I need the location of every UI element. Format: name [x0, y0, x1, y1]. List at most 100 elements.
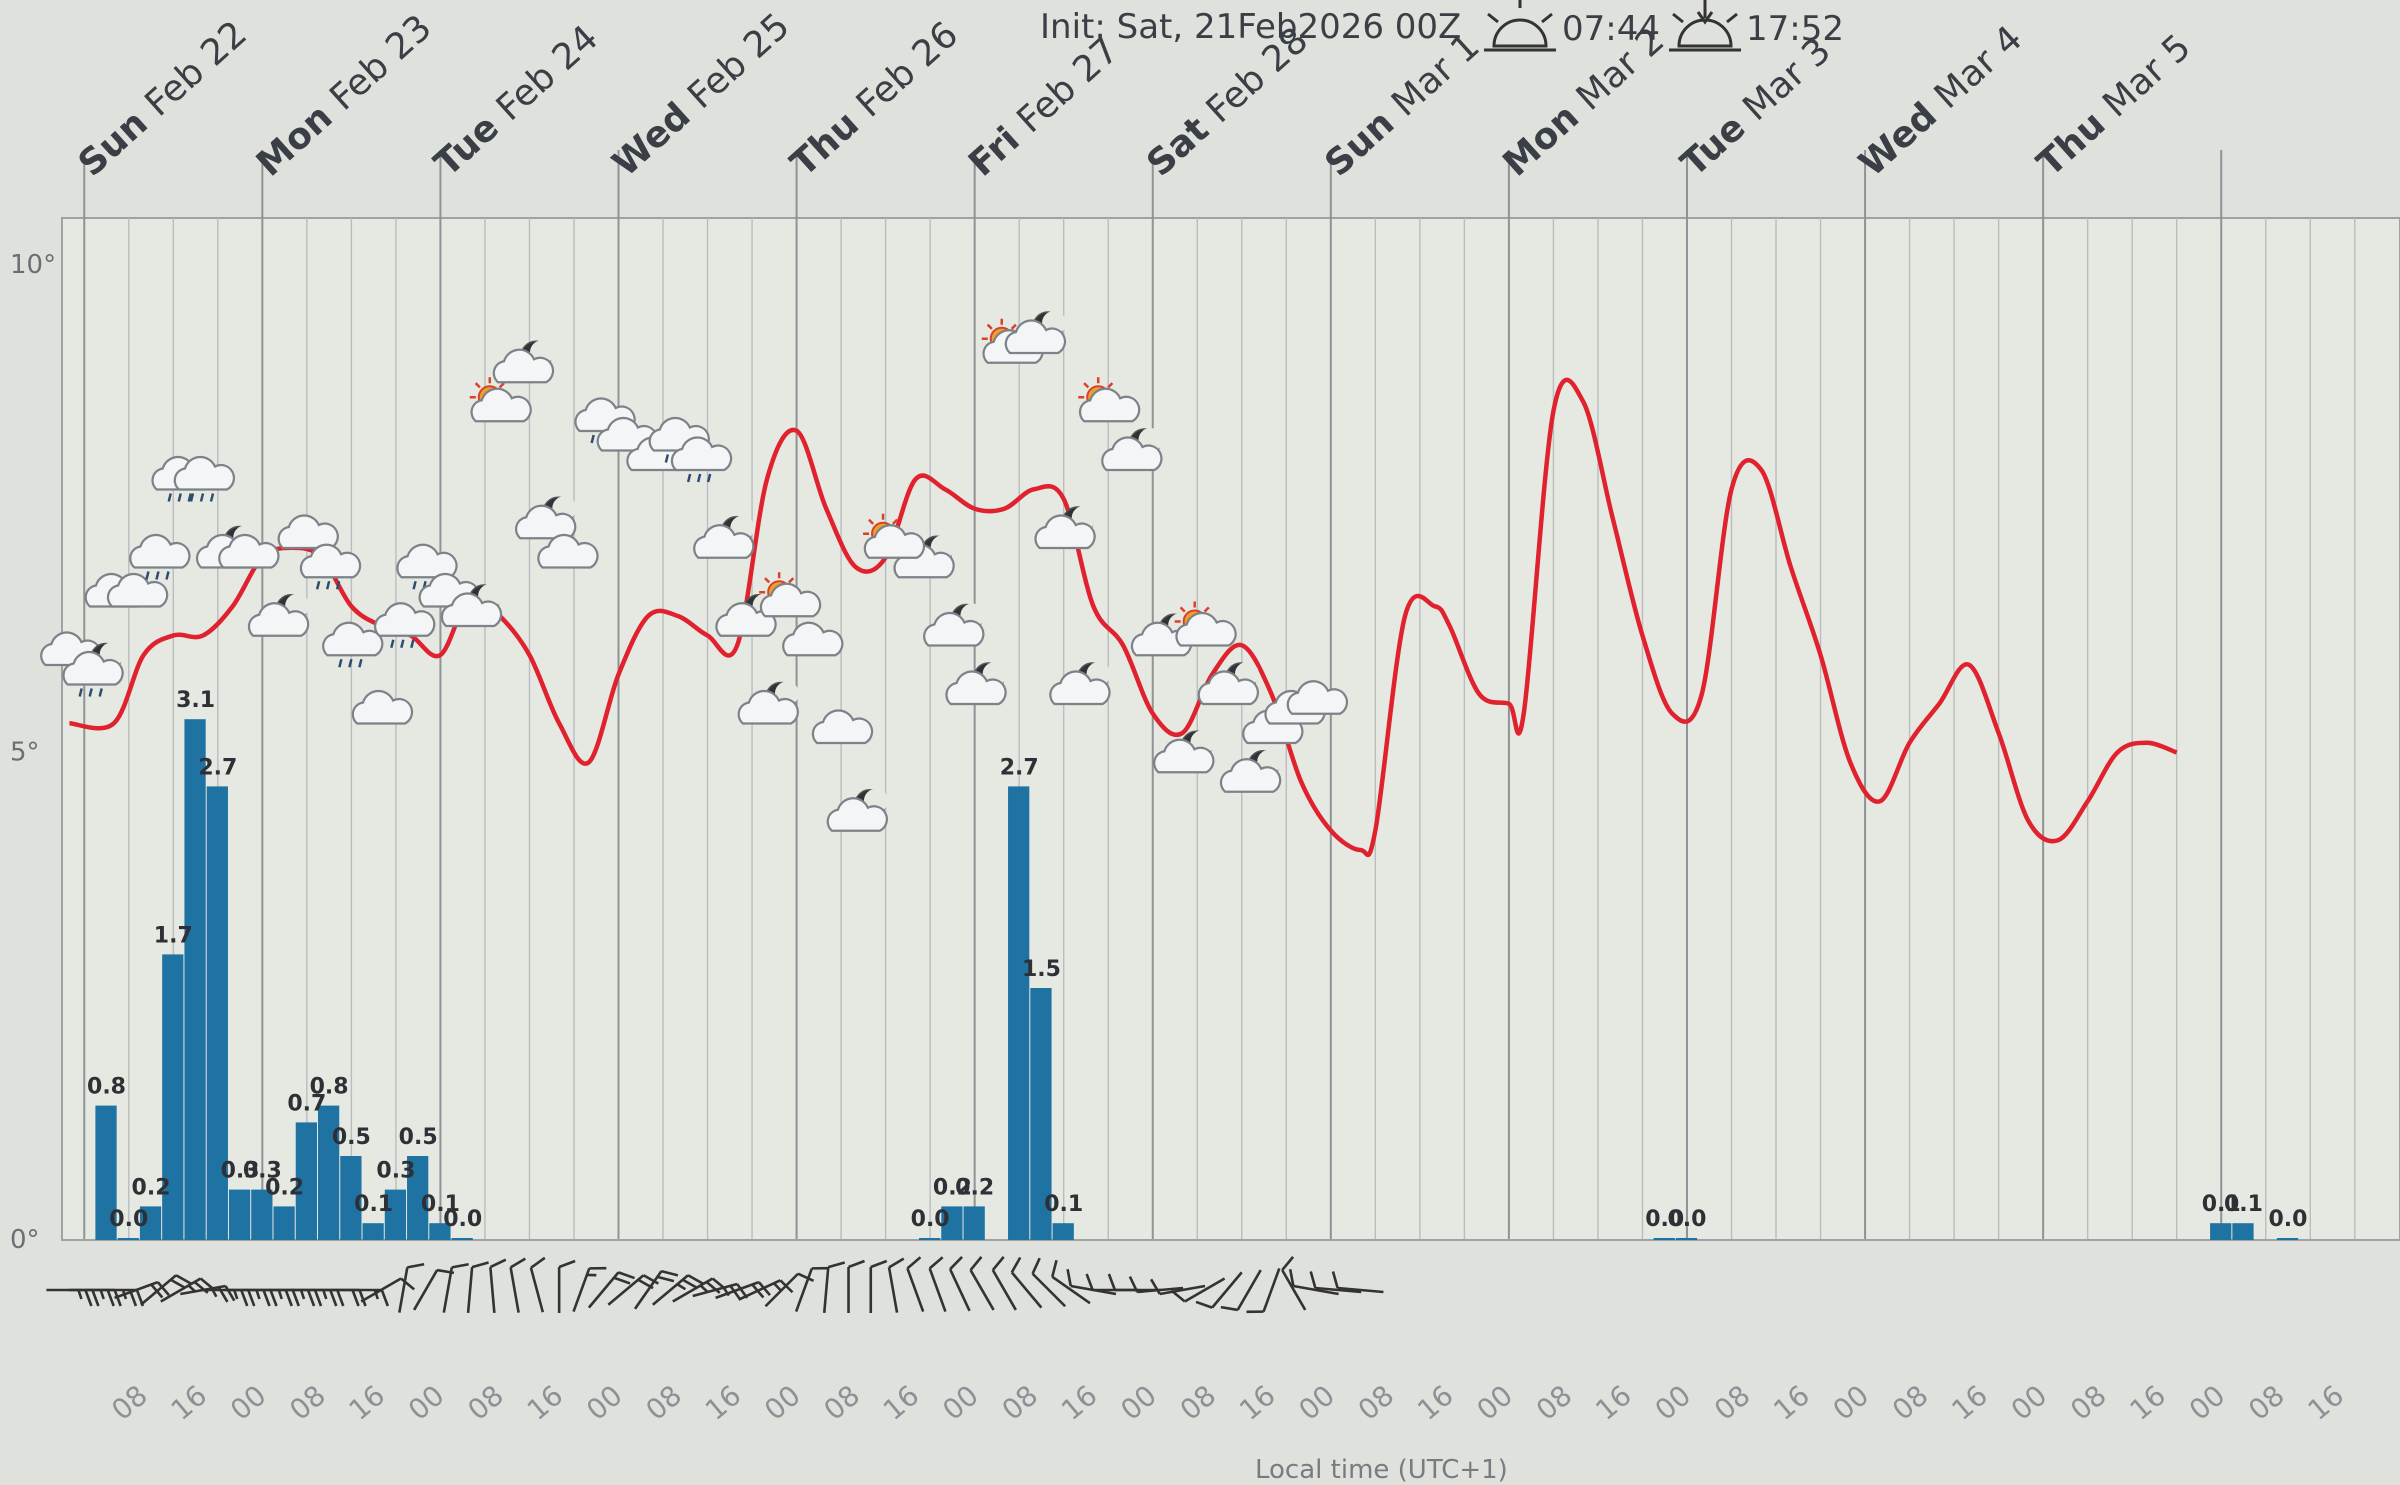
wind-shaft — [1236, 1269, 1262, 1311]
raindrop — [338, 658, 343, 668]
raindrop — [315, 580, 321, 590]
wind-feather — [247, 1289, 256, 1307]
wind-shaft — [466, 1266, 474, 1314]
cloud-icon — [811, 709, 874, 745]
precip-bar — [139, 1206, 162, 1240]
wind-barb — [764, 1272, 815, 1308]
wind-feather — [1170, 1289, 1186, 1303]
cloud-shape — [173, 455, 236, 491]
sun-cloud-icon — [1078, 377, 1141, 423]
cloud-rain-icon — [299, 543, 362, 590]
moon-cloud-icon — [1004, 311, 1067, 355]
wind-feather — [156, 1281, 170, 1296]
wind-feather — [1281, 1256, 1295, 1271]
raindrop — [390, 639, 395, 649]
wind-shaft — [822, 1266, 830, 1314]
wind-feather — [928, 1256, 944, 1270]
wind-shaft — [607, 1274, 645, 1306]
precip-bar — [295, 1122, 317, 1240]
precip-bar — [1653, 1238, 1675, 1240]
wind-feather — [291, 1289, 300, 1307]
precip-label: 0.0 — [109, 1207, 148, 1232]
precip-bar — [273, 1206, 295, 1240]
wind-feather — [949, 1256, 963, 1271]
precip-bar — [340, 1156, 362, 1240]
wind-shaft — [140, 1274, 177, 1306]
precip-label: 0.0 — [911, 1207, 950, 1232]
cloud-shape — [299, 543, 362, 579]
precip-bar — [1675, 1238, 1698, 1240]
cloud-icon — [218, 533, 280, 569]
sun-ray — [1203, 606, 1210, 613]
precip-bar — [162, 954, 184, 1240]
wind-feather-half — [373, 1289, 380, 1300]
raindrop — [348, 658, 353, 668]
wind-feather — [811, 1266, 829, 1270]
wind-shaft — [672, 1277, 714, 1303]
precip-label: 1.7 — [154, 923, 193, 948]
sun-ray — [498, 382, 505, 389]
cloud-rain-icon — [129, 533, 191, 580]
sun-ray — [474, 382, 481, 389]
moon-cloud-icon — [1101, 428, 1163, 472]
sun-ray — [1179, 606, 1186, 613]
sun-cloud-icon — [469, 377, 532, 423]
precip-label: 0.1 — [2224, 1192, 2263, 1217]
precip-label: 0.8 — [87, 1075, 126, 1100]
raindrop — [706, 473, 712, 483]
wind-shaft — [1211, 1271, 1243, 1309]
raindrop — [187, 493, 192, 502]
precip-bar — [362, 1223, 384, 1240]
precip-label: 2.7 — [1000, 755, 1039, 780]
wind-barb — [794, 1266, 829, 1313]
precip-label: 0.5 — [399, 1125, 438, 1150]
wind-barb — [442, 1262, 469, 1313]
wind-shaft — [1159, 1284, 1206, 1296]
wind-feather — [1085, 1273, 1094, 1291]
raindrop — [358, 658, 363, 668]
wind-feather-half — [586, 1273, 597, 1277]
sun-cloud-icon — [863, 513, 926, 559]
wind-shaft — [1184, 1277, 1226, 1303]
moon-cloud-icon — [737, 681, 799, 725]
precip-bar — [1052, 1223, 1074, 1240]
precip-label: 0.0 — [443, 1207, 482, 1232]
raindrop — [590, 434, 595, 444]
precip-bar — [206, 786, 228, 1240]
wind-feather — [170, 1278, 187, 1290]
raindrop — [167, 493, 172, 502]
wind-shaft — [651, 1274, 689, 1306]
raindrop — [145, 571, 150, 580]
precip-label: 0.2 — [132, 1175, 171, 1200]
wind-shaft — [442, 1267, 454, 1313]
precip-label: 0.0 — [1645, 1207, 1684, 1232]
precip-bar — [1030, 988, 1052, 1240]
wind-feather — [336, 1289, 345, 1307]
moon-cloud-rain-icon — [62, 642, 124, 697]
wind-feather — [1066, 1268, 1073, 1287]
wind-feather — [848, 1259, 865, 1269]
wind-barb — [1220, 1269, 1262, 1312]
moon-cloud-icon — [693, 515, 755, 559]
precip-bar — [228, 1189, 251, 1240]
cloud-shape — [62, 650, 124, 686]
sun-ray — [788, 577, 795, 584]
x-axis-title: Local time (UTC+1) — [1255, 1455, 1508, 1485]
cloud-shape — [322, 621, 384, 657]
precip-bar — [451, 1238, 473, 1240]
wind-barb — [1195, 1271, 1243, 1309]
wind-feather — [489, 1258, 507, 1269]
wind-barb — [1010, 1256, 1043, 1309]
wind-shaft — [489, 1266, 496, 1314]
raindrop — [335, 580, 341, 590]
wind-feather — [1331, 1271, 1339, 1289]
wind-feather-half — [699, 1284, 709, 1293]
moon-cloud-icon — [826, 788, 889, 832]
wind-shaft — [360, 1277, 402, 1303]
y-tick-label: 10° — [10, 250, 56, 280]
precip-label: 3.1 — [176, 688, 215, 713]
wind-barb — [991, 1256, 1017, 1311]
wind-shaft — [1010, 1271, 1043, 1309]
wind-feather — [284, 1289, 293, 1307]
